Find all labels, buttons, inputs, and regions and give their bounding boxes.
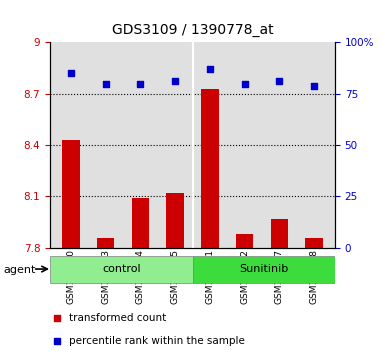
Bar <box>305 238 323 248</box>
Text: control: control <box>102 264 141 274</box>
Point <box>172 79 178 84</box>
Text: percentile rank within the sample: percentile rank within the sample <box>69 336 245 346</box>
Point <box>137 81 144 86</box>
Point <box>268 241 274 247</box>
Point <box>207 66 213 72</box>
Bar <box>236 234 253 248</box>
Point <box>102 81 109 86</box>
Bar <box>132 198 149 248</box>
Text: Sunitinib: Sunitinib <box>239 264 288 274</box>
Point <box>268 32 274 38</box>
Bar <box>97 238 114 248</box>
Bar <box>62 140 80 248</box>
Bar <box>271 219 288 248</box>
Point <box>276 79 283 84</box>
Point <box>241 81 248 86</box>
Point <box>68 70 74 76</box>
FancyBboxPatch shape <box>50 256 192 284</box>
Text: GDS3109 / 1390778_at: GDS3109 / 1390778_at <box>112 23 273 37</box>
FancyBboxPatch shape <box>192 256 335 284</box>
Bar <box>166 193 184 248</box>
Point <box>311 83 317 88</box>
Text: transformed count: transformed count <box>69 313 167 323</box>
Text: agent: agent <box>4 265 36 275</box>
Bar <box>201 88 219 248</box>
